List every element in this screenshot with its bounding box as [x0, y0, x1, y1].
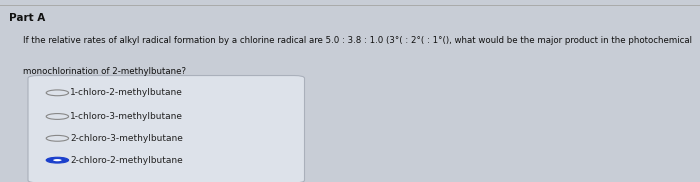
Text: If the relative rates of alkyl radical formation by a chlorine radical are 5.0 :: If the relative rates of alkyl radical f…: [23, 36, 692, 45]
Text: 1-chloro-3-methylbutane: 1-chloro-3-methylbutane: [70, 112, 183, 121]
Text: monochlorination of 2-methylbutane?: monochlorination of 2-methylbutane?: [23, 67, 186, 76]
Circle shape: [53, 159, 62, 161]
Text: 1-chloro-2-methylbutane: 1-chloro-2-methylbutane: [70, 88, 183, 97]
Text: 2-chloro-3-methylbutane: 2-chloro-3-methylbutane: [70, 134, 183, 143]
Text: 2-chloro-2-methylbutane: 2-chloro-2-methylbutane: [70, 156, 183, 165]
Text: Part A: Part A: [9, 13, 46, 23]
FancyBboxPatch shape: [28, 76, 304, 182]
Circle shape: [46, 157, 69, 163]
